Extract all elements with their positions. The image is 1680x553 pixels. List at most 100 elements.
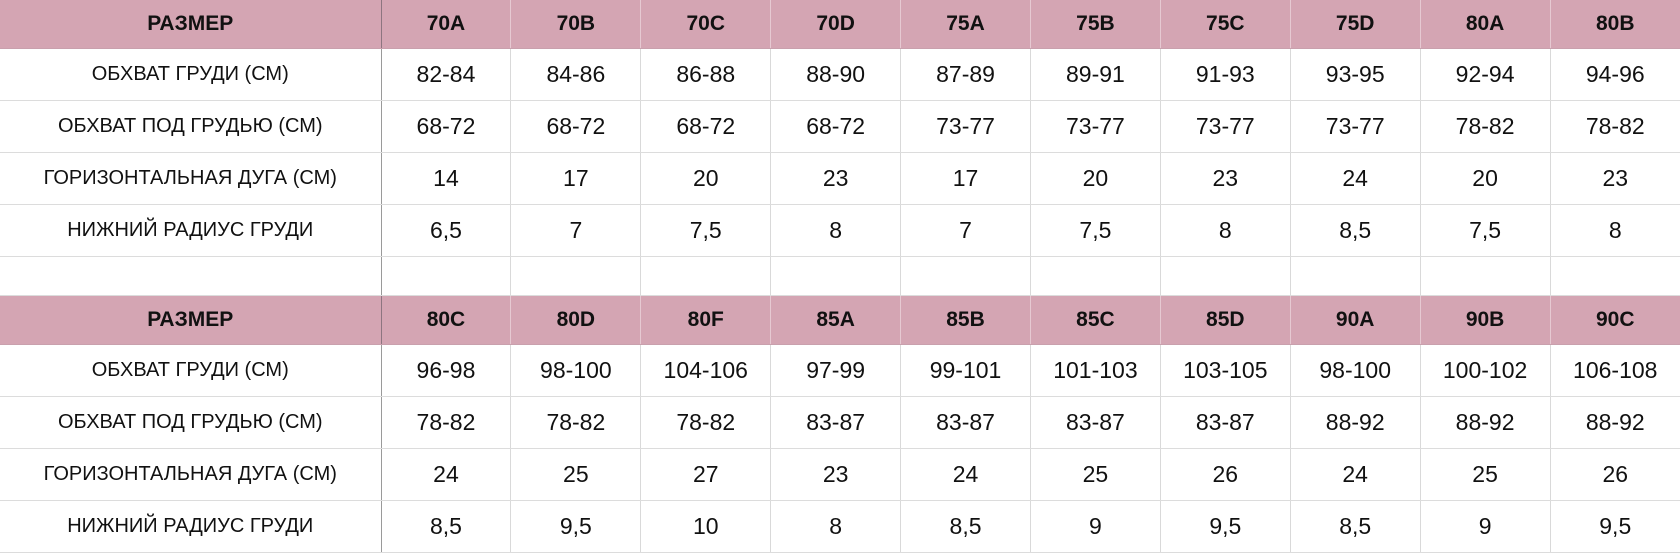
measurement-value: 8,5 — [1290, 500, 1421, 553]
measurement-value: 24 — [900, 448, 1031, 501]
measurement-value: 97-99 — [770, 344, 902, 397]
empty-cell — [1290, 256, 1421, 296]
measurement-value: 20 — [1420, 152, 1551, 205]
measurement-label: ОБХВАТ ПОД ГРУДЬЮ (СМ) — [0, 396, 382, 449]
measurement-value: 88-92 — [1290, 396, 1421, 449]
measurement-value: 8,5 — [381, 500, 512, 553]
empty-cell — [510, 256, 642, 296]
size-header-label: РАЗМЕР — [0, 0, 382, 49]
measurement-value: 91-93 — [1160, 48, 1291, 101]
measurement-value: 23 — [1550, 152, 1680, 205]
measurement-label: НИЖНИЙ РАДИУС ГРУДИ — [0, 204, 382, 257]
measurement-value: 82-84 — [381, 48, 512, 101]
size-header-cell: 85A — [770, 295, 902, 345]
measurement-value: 94-96 — [1550, 48, 1680, 101]
table-row: ОБХВАТ ПОД ГРУДЬЮ (СМ) 78-82 78-82 78-82 83-… — [0, 396, 1680, 449]
measurement-value: 9,5 — [510, 500, 642, 553]
measurement-value: 78-82 — [510, 396, 642, 449]
size-header-cell: 80A — [1420, 0, 1551, 49]
measurement-value: 84-86 — [510, 48, 642, 101]
measurement-value: 100-102 — [1420, 344, 1551, 397]
size-header-cell: 80B — [1550, 0, 1680, 49]
measurement-value: 88-90 — [770, 48, 902, 101]
measurement-label: ОБХВАТ ПОД ГРУДЬЮ (СМ) — [0, 100, 382, 153]
measurement-value: 86-88 — [640, 48, 772, 101]
measurement-value: 73-77 — [900, 100, 1031, 153]
empty-cell — [770, 256, 902, 296]
size-header-cell: 80D — [510, 295, 642, 345]
table-row: НИЖНИЙ РАДИУС ГРУДИ 6,5 7 7,5 8 7 7,5 8 8,5 7,5 8 — [0, 204, 1680, 257]
size-header-label: РАЗМЕР — [0, 295, 382, 345]
empty-cell — [900, 256, 1031, 296]
measurement-label: ОБХВАТ ГРУДИ (СМ) — [0, 344, 382, 397]
measurement-value: 8 — [770, 500, 902, 553]
measurement-value: 26 — [1550, 448, 1680, 501]
measurement-value: 7 — [510, 204, 642, 257]
measurement-value: 9,5 — [1550, 500, 1680, 553]
size-header-cell: 75A — [900, 0, 1031, 49]
measurement-value: 83-87 — [900, 396, 1031, 449]
size-header-cell: 90A — [1290, 295, 1421, 345]
empty-cell — [0, 256, 382, 296]
measurement-value: 96-98 — [381, 344, 512, 397]
measurement-value: 73-77 — [1160, 100, 1291, 153]
measurement-value: 27 — [640, 448, 772, 501]
measurement-value: 68-72 — [510, 100, 642, 153]
measurement-value: 25 — [1030, 448, 1161, 501]
measurement-value: 23 — [770, 152, 902, 205]
measurement-value: 83-87 — [770, 396, 902, 449]
measurement-value: 73-77 — [1290, 100, 1421, 153]
measurement-value: 9,5 — [1160, 500, 1291, 553]
measurement-value: 68-72 — [381, 100, 512, 153]
measurement-value: 14 — [381, 152, 512, 205]
measurement-value: 83-87 — [1160, 396, 1291, 449]
measurement-value: 78-82 — [1550, 100, 1680, 153]
table-row: ОБХВАТ ГРУДИ (СМ) 82-84 84-86 86-88 88-90 87-… — [0, 48, 1680, 101]
empty-cell — [381, 256, 512, 296]
measurement-value: 6,5 — [381, 204, 512, 257]
measurement-label: ГОРИЗОНТАЛЬНАЯ ДУГА (СМ) — [0, 448, 382, 501]
measurement-value: 104-106 — [640, 344, 772, 397]
empty-cell — [1160, 256, 1291, 296]
size-header-cell: 85D — [1160, 295, 1291, 345]
measurement-value: 20 — [1030, 152, 1161, 205]
measurement-value: 89-91 — [1030, 48, 1161, 101]
size-header-cell: 70D — [770, 0, 902, 49]
measurement-label: ОБХВАТ ГРУДИ (СМ) — [0, 48, 382, 101]
measurement-value: 101-103 — [1030, 344, 1161, 397]
measurement-value: 10 — [640, 500, 772, 553]
measurement-value: 23 — [1160, 152, 1291, 205]
size-header-cell: 85C — [1030, 295, 1161, 345]
size-header-row: РАЗМЕР 70A 70B 70C 70D 75A 75B 75C 75D 80A 80B — [0, 0, 1680, 49]
measurement-value: 9 — [1030, 500, 1161, 553]
measurement-value: 20 — [640, 152, 772, 205]
measurement-value: 17 — [510, 152, 642, 205]
measurement-value: 7,5 — [640, 204, 772, 257]
table-row: ОБХВАТ ПОД ГРУДЬЮ (СМ) 68-72 68-72 68-72 68-… — [0, 100, 1680, 153]
empty-cell — [640, 256, 772, 296]
measurement-value: 25 — [1420, 448, 1551, 501]
measurement-value: 93-95 — [1290, 48, 1421, 101]
measurement-value: 78-82 — [381, 396, 512, 449]
empty-cell — [1420, 256, 1551, 296]
measurement-value: 8 — [770, 204, 902, 257]
measurement-value: 98-100 — [510, 344, 642, 397]
empty-cell — [1030, 256, 1161, 296]
table-row: ГОРИЗОНТАЛЬНАЯ ДУГА (СМ) 24 25 27 23 24 25 26 24… — [0, 448, 1680, 501]
measurement-value: 98-100 — [1290, 344, 1421, 397]
measurement-value: 9 — [1420, 500, 1551, 553]
table-row: ОБХВАТ ГРУДИ (СМ) 96-98 98-100 104-106 97-99… — [0, 344, 1680, 397]
measurement-value: 106-108 — [1550, 344, 1680, 397]
measurement-value: 17 — [900, 152, 1031, 205]
measurement-value: 103-105 — [1160, 344, 1291, 397]
measurement-value: 26 — [1160, 448, 1291, 501]
measurement-value: 87-89 — [900, 48, 1031, 101]
measurement-value: 68-72 — [770, 100, 902, 153]
size-header-cell: 85B — [900, 295, 1031, 345]
measurement-value: 88-92 — [1550, 396, 1680, 449]
measurement-value: 8 — [1160, 204, 1291, 257]
measurement-value: 78-82 — [1420, 100, 1551, 153]
size-header-cell: 90B — [1420, 295, 1551, 345]
measurement-value: 7,5 — [1030, 204, 1161, 257]
table-row: ГОРИЗОНТАЛЬНАЯ ДУГА (СМ) 14 17 20 23 17 20 23 24… — [0, 152, 1680, 205]
